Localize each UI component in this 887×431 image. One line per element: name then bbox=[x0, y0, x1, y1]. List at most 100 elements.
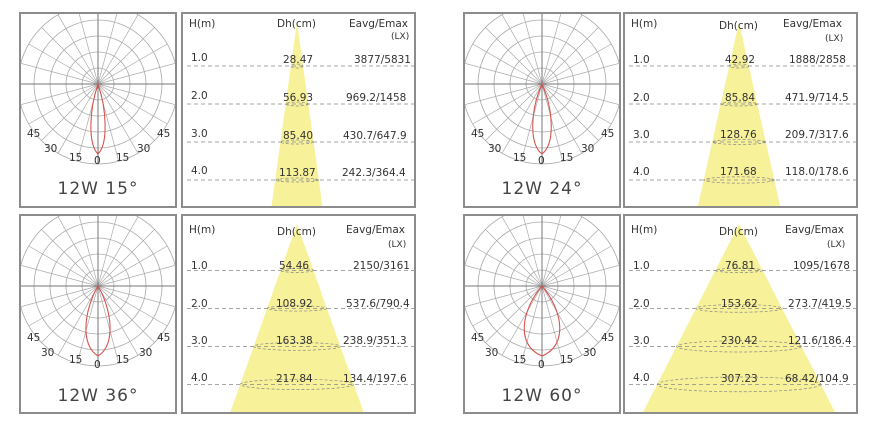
row-eavg: 2150/3161 bbox=[353, 260, 410, 272]
polar-spoke bbox=[97, 83, 168, 125]
polar-spoke bbox=[472, 83, 543, 125]
polar-spoke bbox=[97, 83, 155, 141]
polar-spoke bbox=[541, 83, 599, 141]
polar-spoke bbox=[541, 83, 612, 125]
beam-cone-fill bbox=[643, 224, 835, 412]
beam-ellipse bbox=[711, 139, 767, 145]
polar-spoke bbox=[57, 14, 99, 85]
angle-tick: 0 bbox=[94, 155, 101, 167]
row-dh: 85.84 bbox=[725, 92, 756, 104]
row-h: 4.0 bbox=[191, 372, 208, 384]
polar-spoke bbox=[41, 285, 99, 343]
polar-spoke bbox=[97, 245, 168, 287]
angle-tick: 45 bbox=[601, 332, 615, 344]
col-header-h: H(m) bbox=[189, 224, 216, 236]
row-eavg: 3877/5831 bbox=[354, 54, 411, 66]
row-dh: 113.87 bbox=[279, 167, 316, 179]
angle-tick: 45 bbox=[27, 128, 41, 140]
angle-tick: 15 bbox=[116, 354, 130, 366]
row-h: 2.0 bbox=[191, 298, 208, 310]
angle-tick: 30 bbox=[137, 143, 151, 155]
polar-spoke bbox=[97, 285, 175, 307]
polar-spoke bbox=[465, 265, 543, 287]
intensity-curve bbox=[532, 82, 552, 155]
beam-table-60: H(m) Dh(cm) Eavg/Emax (LX) 1.0 76.81 109… bbox=[623, 214, 858, 414]
polar-spoke bbox=[28, 43, 99, 85]
polar-spoke bbox=[520, 83, 543, 162]
polar-spoke bbox=[28, 285, 99, 327]
polar-spoke bbox=[76, 285, 99, 364]
polar-spoke bbox=[541, 63, 619, 85]
polar-spoke bbox=[97, 14, 139, 85]
row-eavg: 238.9/351.3 bbox=[343, 335, 407, 347]
diagram-label: 12W 60° bbox=[501, 386, 583, 406]
polar-spoke bbox=[541, 229, 599, 287]
polar-spoke bbox=[485, 285, 543, 343]
polar-spoke bbox=[97, 285, 155, 343]
row-eavg: 209.7/317.6 bbox=[785, 129, 849, 141]
row-eavg: 134.4/197.6 bbox=[343, 373, 407, 385]
row-h: 1.0 bbox=[191, 260, 208, 272]
polar-spoke bbox=[41, 27, 99, 85]
angle-tick: 45 bbox=[471, 332, 485, 344]
polar-spoke bbox=[97, 14, 118, 85]
polar-spoke bbox=[28, 245, 99, 287]
row-eavg: 121.6/186.4 bbox=[788, 335, 852, 347]
angle-tick: 15 bbox=[513, 152, 527, 164]
polar-spoke bbox=[541, 83, 619, 105]
polar-spoke bbox=[465, 63, 543, 85]
polar-spoke bbox=[97, 27, 155, 85]
row-eavg: 430.7/647.9 bbox=[343, 130, 407, 142]
polar-spoke bbox=[78, 14, 99, 85]
polar-spoke bbox=[501, 216, 543, 287]
beam-cone-fill bbox=[271, 22, 323, 206]
beam-ellipse bbox=[703, 176, 775, 184]
row-dh: 230.42 bbox=[721, 335, 758, 347]
row-dh: 42.92 bbox=[725, 54, 756, 66]
polar-spoke bbox=[97, 285, 120, 364]
row-h: 4.0 bbox=[633, 372, 650, 384]
polar-spoke bbox=[541, 216, 562, 287]
row-eavg: 537.6/790.4 bbox=[346, 298, 410, 310]
col-header-dh: Dh(cm) bbox=[277, 18, 316, 30]
row-h: 2.0 bbox=[633, 92, 650, 104]
row-h: 3.0 bbox=[633, 129, 650, 141]
polar-panel-15: 45 30 15 0 15 30 45 12W 15° bbox=[19, 12, 177, 208]
polar-spoke bbox=[541, 285, 583, 356]
polar-spoke bbox=[541, 216, 583, 287]
beam-table-36: H(m) Dh(cm) Eavg/Emax (LX) 1.0 54.46 215… bbox=[181, 214, 416, 414]
beam-table-24: H(m) Dh(cm) Eavg/Emax (LX) 1.0 42.92 188… bbox=[623, 12, 858, 208]
polar-spoke bbox=[465, 285, 543, 307]
angle-tick: 15 bbox=[560, 354, 574, 366]
angle-tick: 30 bbox=[581, 143, 595, 155]
polar-spoke bbox=[522, 216, 543, 287]
col-header-eavg: Eavg/Emax bbox=[349, 18, 408, 30]
row-dh: 54.46 bbox=[279, 260, 310, 272]
row-h: 1.0 bbox=[191, 52, 208, 64]
polar-spoke bbox=[541, 285, 564, 364]
polar-spoke bbox=[472, 285, 543, 327]
polar-spoke bbox=[485, 27, 543, 85]
polar-spoke bbox=[57, 83, 99, 154]
col-header-h: H(m) bbox=[631, 224, 658, 236]
angle-tick: 0 bbox=[94, 359, 101, 371]
angle-tick: 0 bbox=[538, 155, 545, 167]
row-dh: 171.68 bbox=[720, 166, 757, 178]
angle-tick: 30 bbox=[41, 347, 55, 359]
intensity-curve bbox=[85, 284, 111, 357]
polar-spoke bbox=[541, 43, 612, 85]
diagram-label: 12W 15° bbox=[57, 179, 139, 199]
row-h: 4.0 bbox=[191, 165, 208, 177]
row-h: 2.0 bbox=[633, 298, 650, 310]
polar-grid bbox=[465, 14, 619, 165]
beam-cone-fill bbox=[697, 22, 781, 206]
polar-spoke bbox=[501, 285, 543, 356]
angle-tick: 15 bbox=[116, 152, 130, 164]
col-header-unit: (LX) bbox=[391, 32, 410, 42]
polar-panel-36: 45 30 15 0 15 30 45 12W 36° bbox=[19, 214, 177, 414]
row-h: 1.0 bbox=[633, 54, 650, 66]
row-dh: 153.62 bbox=[721, 298, 758, 310]
beam-cone bbox=[629, 22, 856, 206]
polar-spoke bbox=[541, 285, 612, 327]
col-header-eavg: Eavg/Emax bbox=[785, 224, 844, 236]
